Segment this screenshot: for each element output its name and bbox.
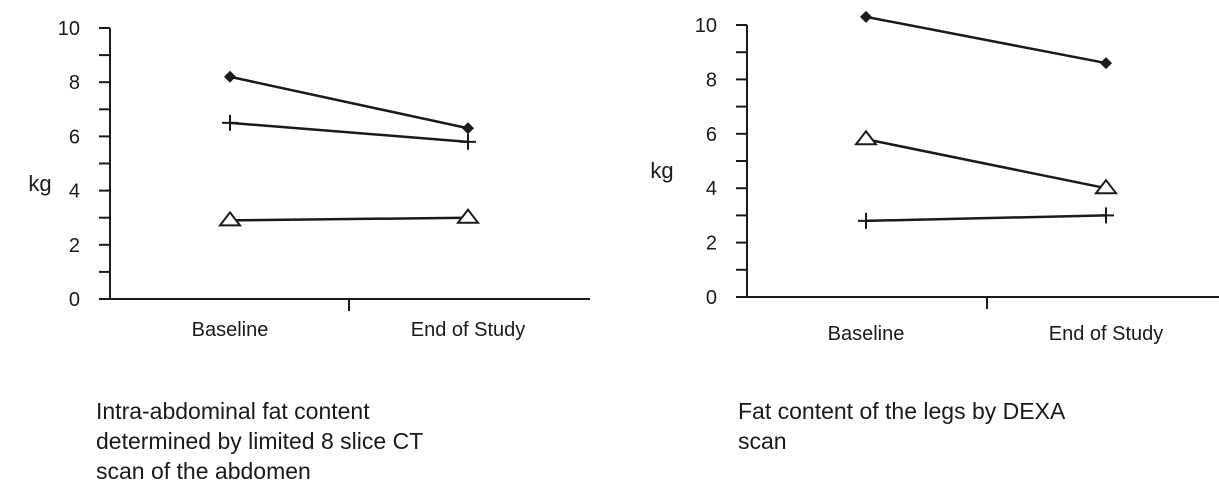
data-point-triangle bbox=[1093, 178, 1119, 195]
data-point-plus bbox=[1098, 207, 1114, 224]
series-line-plus bbox=[229, 121, 469, 144]
series-line-triangle bbox=[865, 138, 1107, 190]
x-category-label: Baseline bbox=[192, 319, 269, 341]
chart-caption-leg-fat: Fat content of the legs by DEXA scan bbox=[738, 398, 1066, 454]
x-category-label: Baseline bbox=[828, 323, 905, 345]
data-point-diamond bbox=[860, 10, 872, 23]
data-point-diamond bbox=[1100, 57, 1112, 70]
data-point-triangle bbox=[217, 210, 243, 227]
y-tick-label: 0 bbox=[706, 287, 717, 309]
y-tick-label: 10 bbox=[58, 18, 80, 40]
y-tick-label: 4 bbox=[706, 178, 717, 200]
y-tick-label: 2 bbox=[69, 235, 80, 257]
series-line-plus bbox=[865, 214, 1107, 223]
chart-intra-abdominal-fat: 0 2 4 6 8 10 kg Baseline End of Study bbox=[28, 18, 590, 341]
series-line-diamond bbox=[229, 75, 469, 130]
y-axis-label: kg bbox=[28, 171, 51, 196]
y-tick-label: 4 bbox=[69, 181, 80, 203]
y-tick-label: 8 bbox=[706, 69, 717, 91]
y-tick-label: 8 bbox=[69, 72, 80, 94]
data-point-triangle bbox=[455, 208, 481, 224]
y-tick-label: 6 bbox=[69, 126, 80, 148]
x-category-label: End of Study bbox=[411, 319, 526, 341]
x-category-label: End of Study bbox=[1049, 323, 1164, 345]
data-point-diamond bbox=[224, 70, 236, 83]
y-tick-label: 2 bbox=[706, 233, 717, 255]
y-tick-label: 0 bbox=[69, 289, 80, 311]
data-point-diamond bbox=[462, 122, 474, 135]
series-line-diamond bbox=[865, 15, 1107, 65]
y-axis-label: kg bbox=[650, 158, 673, 183]
data-point-plus bbox=[858, 212, 874, 229]
data-point-plus bbox=[460, 133, 476, 150]
data-point-triangle bbox=[853, 129, 879, 146]
data-point-plus bbox=[222, 114, 238, 131]
chart-leg-fat-dexa: 0 2 4 6 8 10 kg Baseline End of Study bbox=[650, 10, 1219, 345]
series-line-triangle bbox=[229, 216, 469, 222]
y-tick-label: 6 bbox=[706, 124, 717, 146]
y-tick-label: 10 bbox=[695, 15, 717, 37]
chart-caption-intra-abdominal: Intra-abdominal fat content determined b… bbox=[96, 398, 424, 484]
